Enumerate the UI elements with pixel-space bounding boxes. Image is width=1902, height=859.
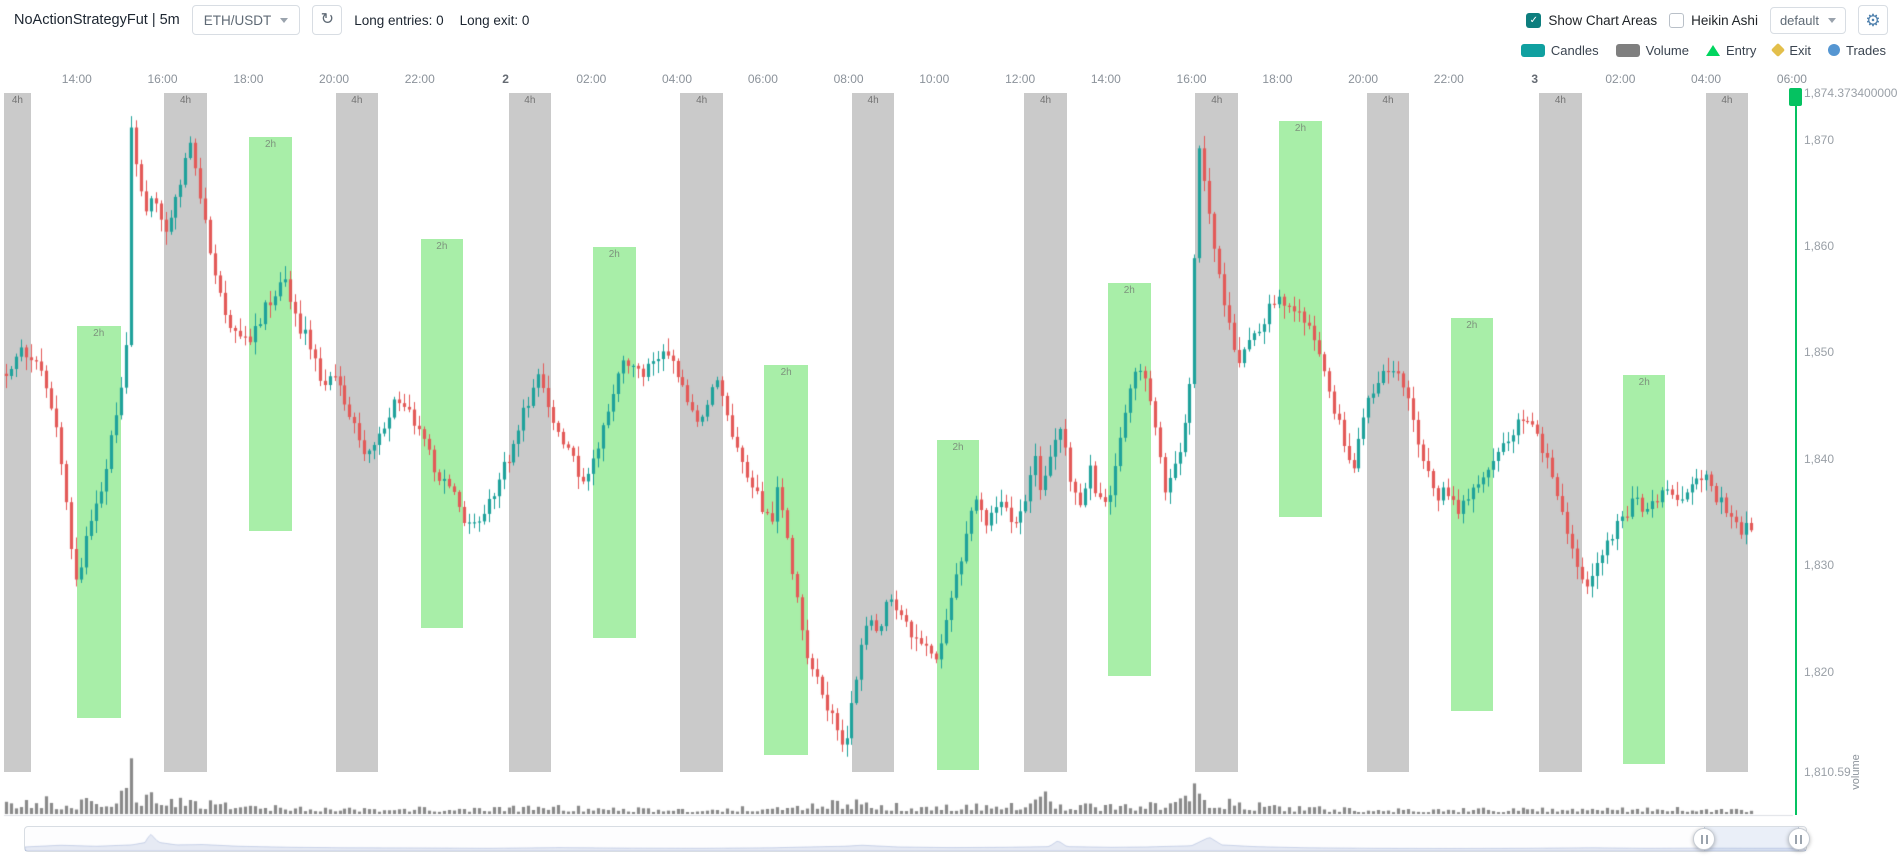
price-axis-tick: 1,820 [1804,664,1835,679]
signal-stats: Long entries: 0 Long exit: 0 [354,13,529,28]
chevron-down-icon [280,17,289,23]
time-axis-tick: 04:00 [662,72,693,86]
candles-marker-icon [1520,43,1545,57]
time-axis-tick: 08:00 [833,72,864,86]
exit-marker-icon [1771,42,1786,58]
time-axis-tick: 06:00 [747,72,778,86]
toolbar: NoActionStrategyFut | 5m ETH/USDT ↻ Long… [0,0,1902,40]
current-price-line [1795,93,1797,815]
time-axis-tick: 2 [502,72,509,86]
legend-item-volume[interactable]: Volume [1615,42,1689,58]
time-axis-tick: 14:00 [61,72,92,86]
volume-axis-label: volume [1850,754,1862,790]
time-axis-tick: 12:00 [1005,72,1036,86]
pair-select-value: ETH/USDT [203,12,272,28]
time-axis-tick: 20:00 [1348,72,1379,86]
price-axis-tick: 1,840 [1804,451,1835,466]
show-chart-areas-checkbox[interactable]: ✓ [1526,12,1542,28]
zoom-slider-shadow [25,827,1806,851]
settings-button[interactable]: ⚙ [1858,5,1888,35]
legend-label: Entry [1726,42,1757,58]
zoom-handle-left[interactable] [1693,828,1716,850]
trades-marker-icon [1828,44,1841,56]
time-axis-tick: 18:00 [233,72,264,86]
candlestick-chart: 4h4h4h4h4h4h4h4h4h4h4h2h2h2h2h2h2h2h2h2h… [0,64,1902,820]
time-axis-tick: 10:00 [919,72,950,86]
entry-marker-icon [1706,44,1720,56]
time-axis-tick: 22:00 [404,72,435,86]
time-axis-tick: 20:00 [319,72,350,86]
zoom-window[interactable] [1704,827,1799,851]
time-axis-tick: 16:00 [1176,72,1207,86]
chevron-down-icon [1828,17,1836,23]
plot-config-value: default [1779,12,1819,28]
time-axis-tick: 3 [1531,72,1538,86]
zoom-slider[interactable] [24,826,1810,852]
heikin-ashi-label: Heikin Ashi [1691,12,1758,28]
time-axis-tick: 18:00 [1262,72,1293,86]
show-chart-areas-toggle[interactable]: ✓ Show Chart Areas [1526,12,1658,28]
long-entries-stat: Long entries: 0 [354,12,444,28]
show-chart-areas-label: Show Chart Areas [1548,12,1658,28]
legend-item-candles[interactable]: Candles [1520,42,1599,58]
time-axis-tick: 04:00 [1691,72,1722,86]
price-axis-tick: 1,830 [1804,558,1835,573]
plot-config-select[interactable]: default [1769,6,1846,34]
price-axis-tick: 1,860 [1804,239,1835,253]
strategy-title: NoActionStrategyFut | 5m [14,12,180,28]
time-axis-tick: 22:00 [1433,72,1464,86]
price-axis-tick: 1,870 [1804,132,1835,147]
legend-label: Volume [1645,42,1689,58]
chart-legend: Candles Volume Entry Exit Trades [1520,38,1886,62]
refresh-button[interactable]: ↻ [312,5,343,35]
heikin-ashi-toggle[interactable]: Heikin Ashi [1669,12,1758,28]
long-exit-stat: Long exit: 0 [459,12,530,28]
time-axis-tick: 02:00 [576,72,607,86]
time-axis-tick: 16:00 [147,72,178,86]
price-chart-canvas[interactable] [0,64,1902,820]
current-price-marker [1789,88,1802,106]
gear-icon: ⚙ [1865,10,1881,30]
time-axis-tick: 06:00 [1776,72,1807,86]
price-axis-tick: 1,874.373400000 [1804,86,1898,100]
legend-label: Trades [1846,42,1886,58]
legend-label: Candles [1550,42,1599,58]
legend-item-entry[interactable]: Entry [1706,43,1756,58]
heikin-ashi-checkbox[interactable] [1669,12,1685,28]
price-axis-tick: 1,810.59 [1804,765,1851,779]
price-axis-tick: 1,850 [1804,345,1835,360]
legend-item-trades[interactable]: Trades [1828,43,1886,58]
pair-select[interactable]: ETH/USDT [191,5,301,35]
zoom-handle-right[interactable] [1787,828,1810,850]
time-axis-tick: 02:00 [1605,72,1636,86]
refresh-icon: ↻ [320,11,334,28]
legend-label: Exit [1789,42,1812,58]
volume-marker-icon [1615,43,1640,57]
legend-item-exit[interactable]: Exit [1771,42,1812,58]
time-axis-tick: 14:00 [1090,72,1121,86]
